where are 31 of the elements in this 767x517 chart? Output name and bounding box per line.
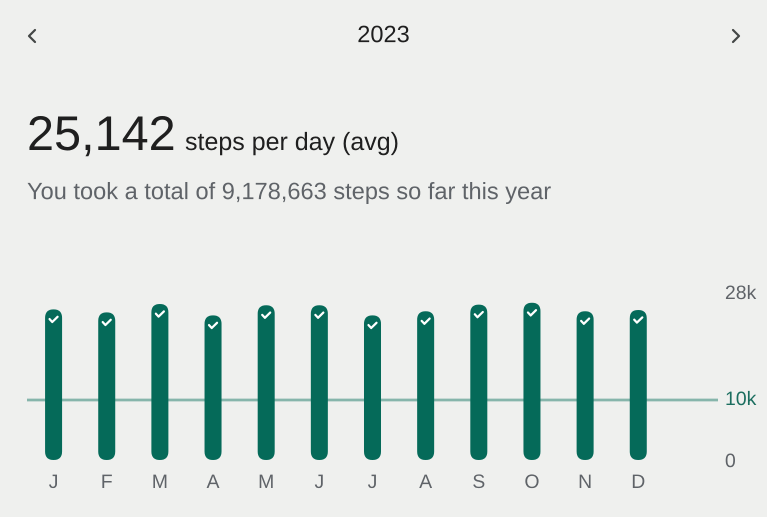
ref-line-label: 10k — [726, 390, 756, 406]
chart-title: 2023 — [358, 26, 409, 42]
bar — [98, 312, 116, 460]
chart-subtitle: You took a total of 9,178,663 steps so far this year — [28, 182, 551, 204]
x-tick-label: N — [580, 474, 591, 488]
bar — [630, 310, 647, 460]
y-tick-label: 0 — [726, 453, 735, 468]
bar — [470, 304, 488, 460]
x-tick-label: J — [368, 474, 376, 488]
x-tick-label: D — [632, 474, 644, 488]
bar — [204, 315, 222, 460]
bar — [258, 305, 275, 460]
x-tick-label: M — [153, 474, 166, 488]
text: steps per day (avg) — [186, 132, 398, 156]
x-tick-label: S — [473, 474, 484, 488]
bar — [151, 304, 168, 460]
text: 25,142 — [29, 116, 174, 156]
x-tick-label: A — [419, 474, 432, 488]
bar — [364, 315, 382, 460]
x-tick-label: J — [314, 474, 323, 488]
bar — [523, 302, 540, 460]
bar — [576, 311, 594, 460]
x-tick-label: O — [525, 474, 539, 488]
x-tick-label: M — [260, 474, 273, 488]
x-tick-label: F — [102, 474, 112, 488]
bar — [417, 311, 434, 460]
bar — [45, 309, 62, 460]
x-tick-label: J — [49, 474, 57, 488]
bar — [310, 305, 328, 460]
y-tick-label: 28k — [726, 284, 756, 300]
x-tick-label: A — [206, 474, 220, 488]
